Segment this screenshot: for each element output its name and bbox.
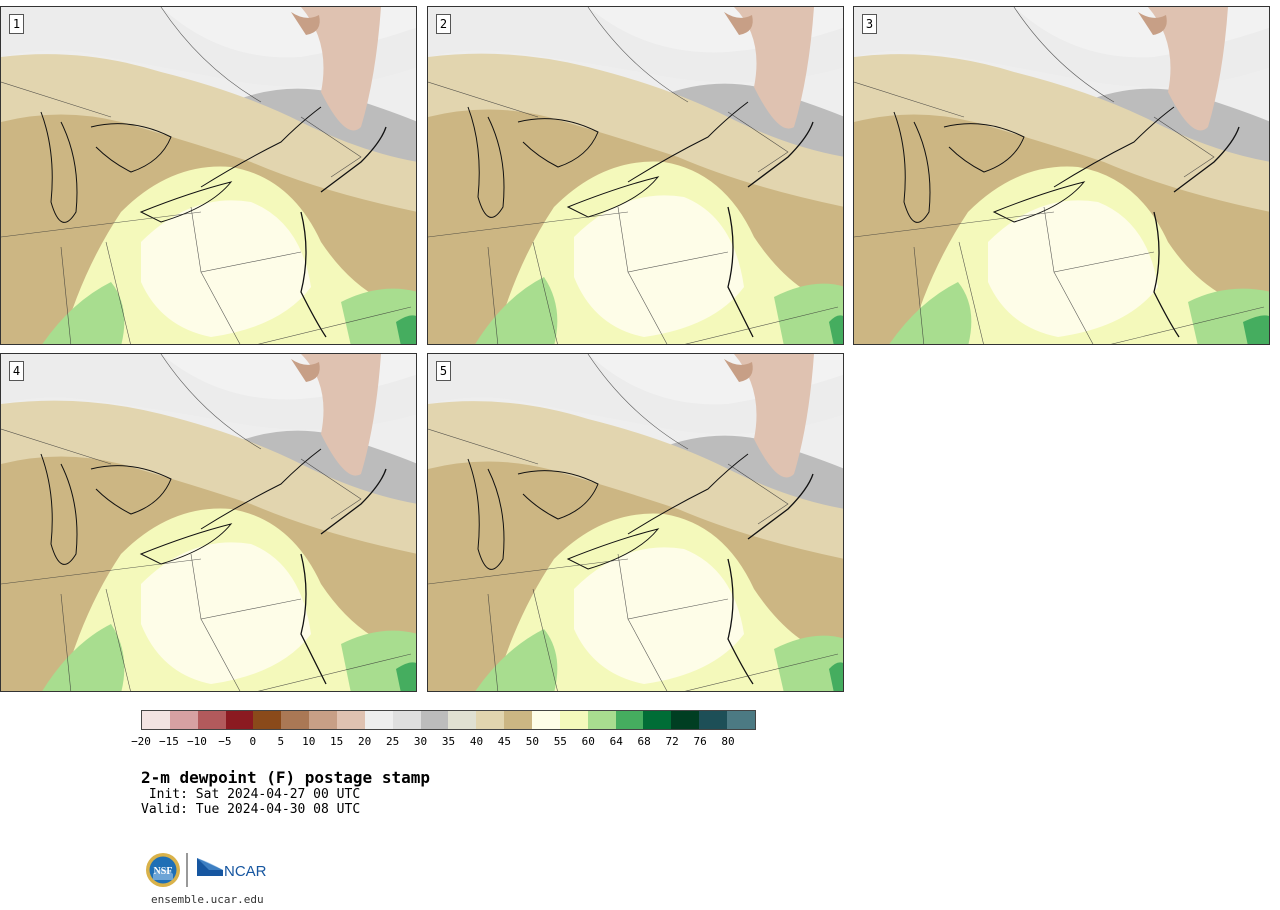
colorbar-tick-label: 64 xyxy=(609,735,623,748)
panel-number: 4 xyxy=(9,361,24,381)
colorbar-tick-label: 68 xyxy=(637,735,651,748)
colorbar-swatch-8 xyxy=(364,711,393,729)
colorbar-tick-label: 30 xyxy=(413,735,428,748)
colorbar-tick-label: −5 xyxy=(218,735,232,748)
colorbar-tick-label: 45 xyxy=(497,735,512,748)
panel-number: 3 xyxy=(862,14,877,34)
colorbar-swatch-5 xyxy=(281,711,310,729)
colorbar-tick-label: 5 xyxy=(277,735,285,748)
map-panel-5: 5 xyxy=(427,353,844,692)
footer-url: ensemble.ucar.edu xyxy=(151,893,264,906)
colorbar-tick-label: 55 xyxy=(553,735,567,748)
colorbar-swatch-10 xyxy=(420,711,449,729)
colorbar-swatch-0 xyxy=(142,711,170,729)
colorbar-tick-label: 0 xyxy=(249,735,257,748)
nsf-text: NSF xyxy=(154,866,173,877)
colorbar-swatch-6 xyxy=(309,711,338,729)
colorbar-tick-label: 50 xyxy=(525,735,539,748)
colorbar-swatch-11 xyxy=(448,711,477,729)
colorbar-tick-label: 76 xyxy=(693,735,707,748)
colorbar-swatch-16 xyxy=(587,711,616,729)
nsf-ncar-logo: NSF NCAR xyxy=(145,850,275,890)
colorbar-tick-label: −20 xyxy=(131,735,151,748)
colorbar-tick-label: 35 xyxy=(441,735,456,748)
map-panel-2: 2 xyxy=(427,6,844,345)
colorbar-swatch-14 xyxy=(532,711,560,729)
colorbar-swatch-4 xyxy=(253,711,282,729)
nsf-seal-icon: NSF xyxy=(146,853,180,887)
ncar-text: NCAR xyxy=(224,863,267,880)
colorbar-tick-label: 72 xyxy=(665,735,679,748)
colorbar-tick-label: 40 xyxy=(469,735,484,748)
colorbar-tick-label: 20 xyxy=(358,735,372,748)
colorbar-tick-label: 10 xyxy=(302,735,316,748)
colorbar-swatch-18 xyxy=(643,711,672,729)
colorbar-tick-label: 60 xyxy=(581,735,595,748)
chart-title: 2-m dewpoint (F) postage stamp xyxy=(141,768,430,787)
panel-number: 5 xyxy=(436,361,451,381)
map-panel-4: 4 xyxy=(0,353,417,692)
panel-number: 2 xyxy=(436,14,451,34)
colorbar-tick-label: −15 xyxy=(159,735,179,748)
map-panel-3: 3 xyxy=(853,6,1270,345)
ncar-logo-icon: NCAR xyxy=(197,858,267,880)
panel-number: 1 xyxy=(9,14,24,34)
colorbar-swatch-1 xyxy=(169,711,198,729)
colorbar-tick-label: 80 xyxy=(721,735,735,748)
colorbar-ticks: −20 −15 −10 −5 0 5 10 15 20 25 30 35 40 45 50 55 60 64 68 7… xyxy=(131,735,756,749)
colorbar-tick-label: 15 xyxy=(330,735,344,748)
colorbar-swatch-3 xyxy=(225,711,254,729)
map-panel-1: 1 xyxy=(0,6,417,345)
colorbar-swatch-20 xyxy=(699,711,728,729)
colorbar-swatch-7 xyxy=(337,711,365,729)
colorbar-swatch-9 xyxy=(392,711,421,729)
valid-time: Valid: Tue 2024-04-30 08 UTC xyxy=(141,802,361,817)
colorbar-swatch-2 xyxy=(197,711,226,729)
colorbar-swatch-17 xyxy=(615,711,644,729)
colorbar-tick-label: 25 xyxy=(385,735,400,748)
colorbar-swatch-15 xyxy=(559,711,588,729)
colorbar-swatch-13 xyxy=(504,711,533,729)
colorbar-swatch-21 xyxy=(727,711,755,729)
colorbar-tick-label: −10 xyxy=(186,735,207,748)
colorbar-swatch-12 xyxy=(476,711,505,729)
colorbar-swatch-19 xyxy=(671,711,700,729)
colorbar xyxy=(141,710,756,730)
init-time: Init: Sat 2024-04-27 00 UTC xyxy=(141,787,361,802)
